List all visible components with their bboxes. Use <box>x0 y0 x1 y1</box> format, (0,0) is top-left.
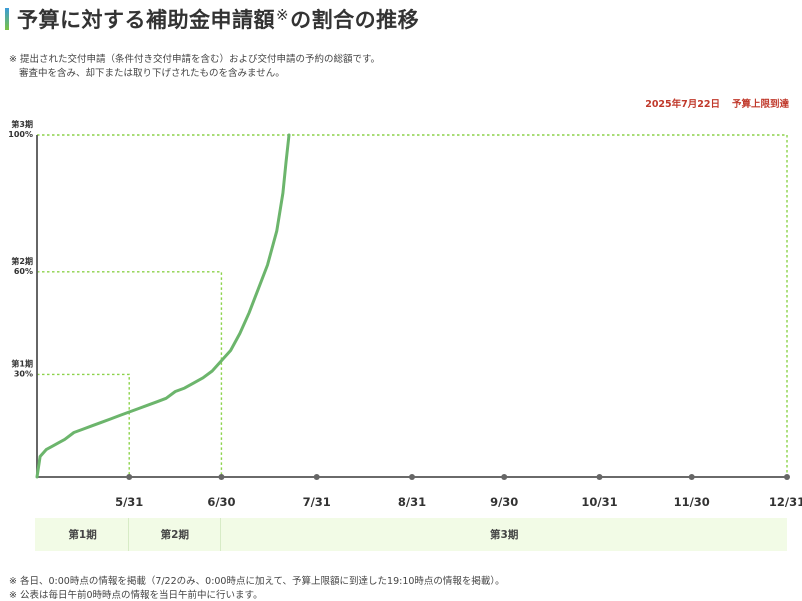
budget-status: 2025年7月22日 予算上限到達 <box>645 96 789 110</box>
threshold-period-label: 第3期 <box>11 120 33 129</box>
title-tail: の割合の推移 <box>290 8 420 32</box>
title-accent-bar <box>5 8 9 30</box>
x-tick-dot <box>501 474 508 480</box>
x-tick-label: 5/31 <box>115 495 143 509</box>
title-main: 予算に対する補助金申請額 <box>17 8 275 32</box>
phase-cell-3: 第3期 <box>490 529 519 541</box>
threshold-percent-label: 30% <box>14 369 33 378</box>
threshold-percent-label: 100% <box>8 130 33 139</box>
series-line-1 <box>35 133 291 479</box>
x-tick-dot <box>126 474 133 480</box>
phase-cell-2: 第2期 <box>129 518 222 551</box>
threshold-line-1 <box>37 373 130 477</box>
footnote-line-1: ※ 各日、0:00時点の情報を掲載（7/22のみ、0:00時点に加えて、予算上限… <box>9 576 505 587</box>
x-tick-dot <box>313 474 320 480</box>
phase-bar: 第1期 第2期 第3期 <box>35 518 787 551</box>
note-line-1: ※ 提出された交付申請（条件付き交付申請を含む）および交付申請の予約の総額です。 <box>9 54 381 65</box>
x-tick-dot <box>218 474 225 480</box>
x-tick-label: 10/31 <box>581 495 617 509</box>
x-tick-dot <box>688 474 695 480</box>
status-date: 2025年7月22日 <box>645 99 720 110</box>
threshold-period-label: 第2期 <box>11 256 33 266</box>
x-tick-label: 12/31 <box>769 495 802 509</box>
phase-cell-1: 第1期 <box>37 518 130 551</box>
x-tick-label: 9/30 <box>490 495 518 509</box>
note-line-2: 審査中を含み、却下または取り下げされたものを含みません。 <box>19 68 285 79</box>
footnote-line-2: ※ 公表は毎日午前0時時点の情報を当日午前中に行います。 <box>9 590 263 601</box>
page-header: 予算に対する補助金申請額※の割合の推移 <box>5 4 419 34</box>
x-tick-dot <box>596 474 603 480</box>
x-tick-label: 7/31 <box>303 495 331 509</box>
threshold-line-3 <box>37 134 788 477</box>
x-tick-label: 8/31 <box>398 495 426 509</box>
x-tick-label: 11/30 <box>674 495 710 509</box>
threshold-percent-label: 60% <box>14 267 33 276</box>
x-tick-dot <box>784 474 790 480</box>
x-tick-label: 6/30 <box>207 495 235 509</box>
title-note-mark: ※ <box>276 6 290 24</box>
threshold-period-label: 第1期 <box>11 358 33 368</box>
x-tick-dot <box>409 474 415 480</box>
page-title: 予算に対する補助金申請額※の割合の推移 <box>17 4 419 34</box>
status-label: 予算上限到達 <box>731 99 789 110</box>
threshold-line-2 <box>37 271 223 477</box>
